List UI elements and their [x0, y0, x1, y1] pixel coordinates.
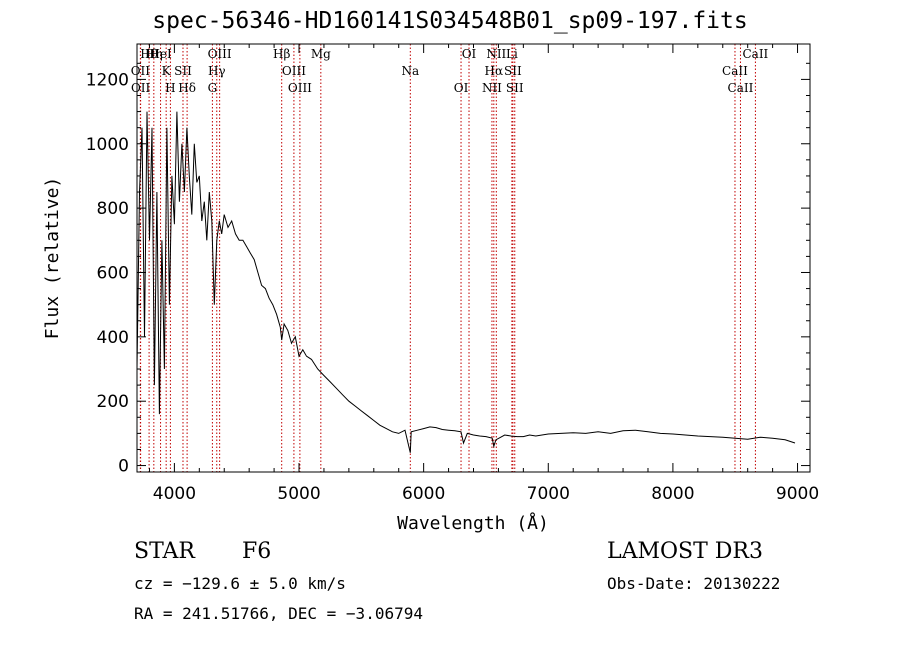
y-tick-label: 800 [97, 199, 129, 219]
emission-line-label: HeI [149, 47, 172, 61]
emission-line-label: CaII [728, 81, 754, 95]
emission-line-labels: HθOIIOIIHηKHHeISIIHδOIIIHγGHβOIIIOIIIMgN… [131, 47, 769, 95]
emission-line-label: Hδ [178, 81, 196, 95]
y-tick-label: 200 [97, 392, 129, 412]
emission-line-label: G [208, 81, 218, 95]
emission-line-label: Hβ [273, 47, 290, 61]
emission-line-label: NII [486, 47, 506, 61]
y-axis-label: Flux (relative) [42, 177, 63, 340]
y-tick-label: 1000 [86, 135, 129, 155]
x-tick-label: 4000 [153, 484, 196, 504]
emission-line-label: OII [131, 64, 151, 78]
emission-line-label: Li [506, 47, 518, 61]
emission-line-label: OI [462, 47, 477, 61]
object-subclass: F6 [242, 539, 272, 564]
emission-line-label: OIII [282, 64, 306, 78]
x-tick-label: 6000 [402, 484, 445, 504]
emission-line-label: Mg [311, 47, 331, 61]
emission-line-label: Hθ [140, 47, 158, 61]
y-tick-label: 600 [97, 263, 129, 283]
flux-series-line [136, 111, 796, 453]
observation-date: Obs-Date: 20130222 [607, 574, 781, 593]
emission-line-label: OIII [208, 47, 232, 61]
emission-lines-layer [139, 44, 756, 472]
chart-title: spec-56346-HD160141S034548B01_sp09-197.f… [152, 8, 748, 34]
emission-line-label: SII [504, 64, 522, 78]
x-tick-label: 8000 [651, 484, 694, 504]
emission-line-label: Hη [145, 47, 163, 61]
emission-line-label: K [162, 64, 172, 78]
redshift-cz: cz = −129.6 ± 5.0 km/s [134, 574, 346, 593]
x-axis-label: Wavelength (Å) [397, 512, 549, 534]
emission-line-label: OI [454, 81, 469, 95]
emission-line-label: Na [401, 64, 419, 78]
axis-ticks: 4000 5000 6000 7000 8000 9000 0 200 400 600 800 100… [86, 44, 819, 504]
emission-line-label: SII [506, 81, 524, 95]
emission-line-label: Hα [485, 64, 504, 78]
spectrum-chart: 4000 5000 6000 7000 8000 9000 0 200 400 600 800 100… [42, 43, 819, 534]
plot-frame [136, 43, 811, 473]
object-class: STAR [134, 539, 195, 564]
x-tick-label: 9000 [776, 484, 819, 504]
y-tick-label: 400 [97, 328, 129, 348]
emission-line-label: NII [482, 81, 502, 95]
x-tick-label: 5000 [277, 484, 320, 504]
emission-line-label: CaII [722, 64, 748, 78]
y-tick-label: 0 [118, 457, 129, 477]
y-tick-label: 1200 [86, 70, 129, 90]
emission-line-label: OIII [288, 81, 312, 95]
emission-line-label: CaII [742, 47, 768, 61]
emission-line-label: H [165, 81, 175, 95]
emission-line-label: OII [131, 81, 151, 95]
survey-name: LAMOST DR3 [607, 539, 763, 564]
emission-line-label: Hγ [208, 64, 226, 78]
coordinates: RA = 241.51766, DEC = −3.06794 [134, 604, 423, 623]
emission-line-label: SII [174, 64, 192, 78]
x-tick-label: 7000 [527, 484, 570, 504]
